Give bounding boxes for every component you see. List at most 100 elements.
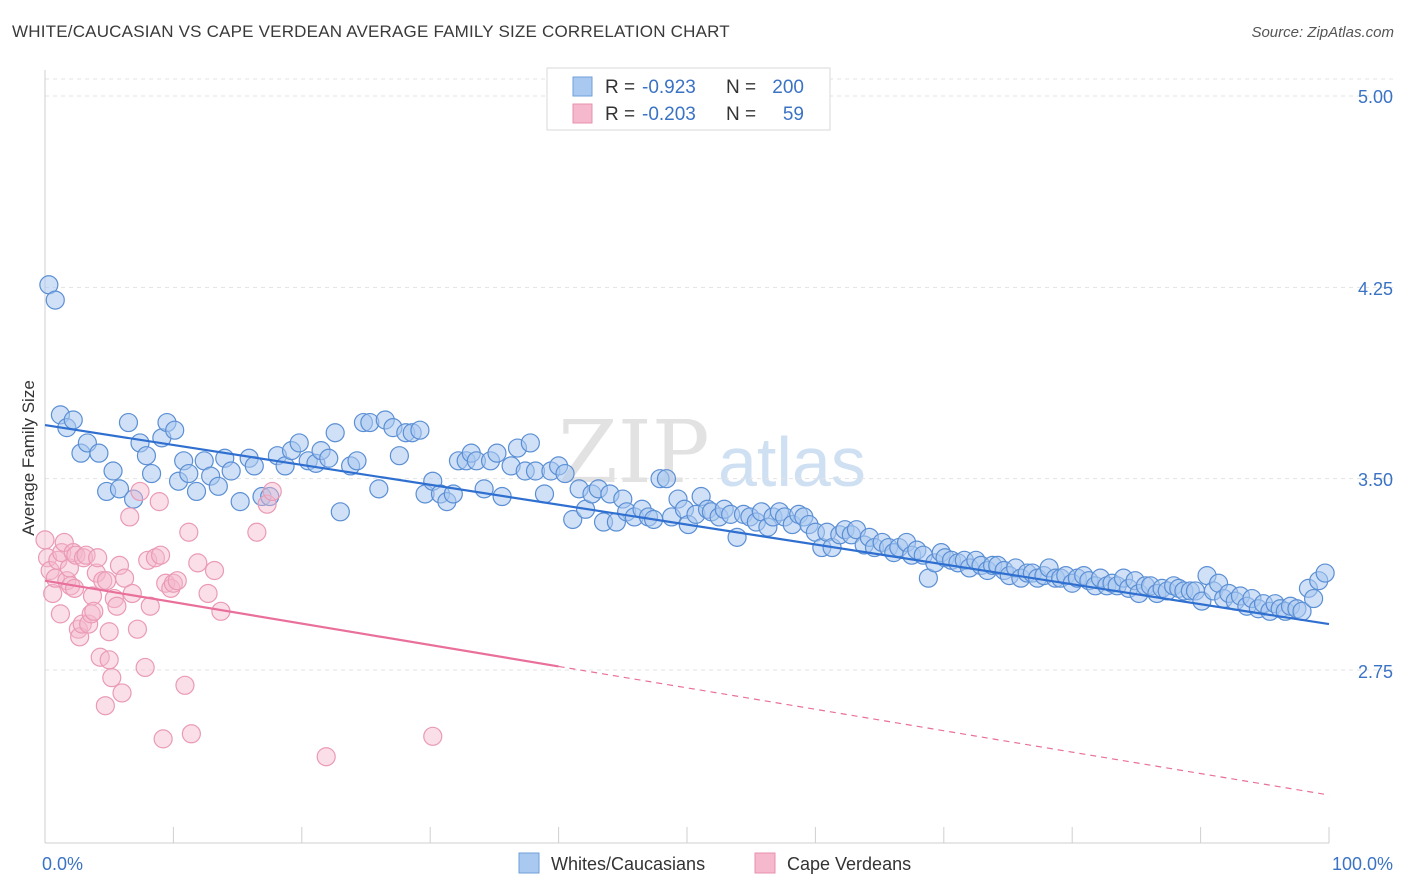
legend-r-value-2: -0.203 xyxy=(642,104,696,125)
data-point-whites xyxy=(347,451,367,471)
data-point-whites xyxy=(103,461,123,481)
legend-n-value-2: 59 xyxy=(783,104,804,125)
data-point-cape-verdeans xyxy=(149,492,169,512)
data-point-whites xyxy=(63,410,83,430)
data-point-whites xyxy=(330,502,350,522)
data-point-cape-verdeans xyxy=(153,729,173,749)
bottom-legend-swatch-whites xyxy=(518,852,540,874)
bottom-legend-label-whites: Whites/Caucasians xyxy=(551,854,705,874)
data-point-whites xyxy=(369,479,389,499)
legend-n-value-1: 200 xyxy=(772,77,804,98)
data-point-cape-verdeans xyxy=(73,548,94,568)
trend-line-cape-verdeans xyxy=(44,579,559,668)
chart-title: WHITE/CAUCASIAN VS CAPE VERDEAN AVERAGE … xyxy=(12,22,730,41)
data-point-cape-verdeans xyxy=(97,571,117,591)
data-point-whites xyxy=(221,461,241,481)
data-point-whites xyxy=(230,492,250,512)
data-point-whites xyxy=(109,479,130,499)
data-point-cape-verdeans xyxy=(112,683,132,703)
data-point-cape-verdeans xyxy=(68,619,88,639)
legend-swatch-blue xyxy=(572,76,593,97)
data-point-whites xyxy=(208,476,228,496)
data-point-whites xyxy=(118,412,139,433)
data-point-cape-verdeans xyxy=(316,747,336,767)
data-point-cape-verdeans xyxy=(167,571,187,591)
data-point-cape-verdeans xyxy=(204,560,225,581)
legend-n-label-1: N = xyxy=(726,77,756,98)
series-whites-points xyxy=(39,275,1335,621)
data-point-cape-verdeans xyxy=(423,726,443,746)
y-tick-label: 4.25 xyxy=(1358,279,1393,299)
data-point-cape-verdeans xyxy=(138,550,158,570)
watermark-atlas: atlas xyxy=(718,423,866,501)
x-tick-label-max: 100.0% xyxy=(1332,854,1393,874)
y-tick-label: 2.75 xyxy=(1358,662,1393,682)
data-point-cape-verdeans xyxy=(135,657,155,678)
data-point-whites xyxy=(186,481,207,502)
data-point-cape-verdeans xyxy=(64,578,85,598)
data-point-whites xyxy=(1315,563,1335,583)
data-point-cape-verdeans xyxy=(175,675,195,695)
bottom-legend-swatch-cape-verdeans xyxy=(754,852,776,874)
data-point-cape-verdeans xyxy=(262,481,282,502)
data-point-cape-verdeans xyxy=(43,583,63,604)
data-point-whites xyxy=(389,446,409,466)
data-point-cape-verdeans xyxy=(95,696,115,716)
data-point-cape-verdeans xyxy=(257,494,277,514)
axes xyxy=(44,70,1330,844)
data-point-cape-verdeans xyxy=(188,553,208,573)
data-point-cape-verdeans xyxy=(156,573,176,593)
data-point-cape-verdeans xyxy=(102,668,122,688)
series-legend: Whites/Caucasians Cape Verdeans xyxy=(518,852,911,874)
bottom-legend-label-cape-verdeans: Cape Verdeans xyxy=(787,854,911,874)
x-tick-label-min: 0.0% xyxy=(42,854,83,874)
data-point-whites xyxy=(520,433,540,453)
trend-line-cape-verdeans-extrapolated xyxy=(558,665,1330,796)
y-tick-label: 3.50 xyxy=(1358,470,1393,490)
data-point-cape-verdeans xyxy=(120,507,140,527)
data-point-cape-verdeans xyxy=(88,548,108,568)
data-point-cape-verdeans xyxy=(109,555,130,576)
data-point-cape-verdeans xyxy=(99,622,119,642)
series-cape-verdeans-points xyxy=(35,481,443,767)
data-point-whites xyxy=(1303,588,1324,609)
legend-n-label-2: N = xyxy=(726,104,756,125)
data-point-whites xyxy=(123,489,144,509)
data-point-whites xyxy=(319,448,339,468)
source-label: Source: ZipAtlas.com xyxy=(1251,24,1394,41)
trend-line-whites xyxy=(44,424,1330,626)
data-point-cape-verdeans xyxy=(145,548,166,568)
data-point-whites xyxy=(289,433,309,453)
trend-lines xyxy=(44,424,1330,796)
y-axis-label: Average Family Size xyxy=(19,380,38,536)
data-point-cape-verdeans xyxy=(35,530,55,550)
data-point-whites xyxy=(179,463,199,484)
data-point-cape-verdeans xyxy=(115,568,135,588)
data-point-cape-verdeans xyxy=(84,601,104,621)
data-point-whites xyxy=(89,443,109,463)
data-point-whites xyxy=(534,484,555,504)
data-point-cape-verdeans xyxy=(82,586,103,606)
legend-r-value-1: -0.923 xyxy=(642,77,696,98)
data-point-cape-verdeans xyxy=(181,724,201,744)
data-point-whites xyxy=(136,446,157,466)
data-point-cape-verdeans xyxy=(107,596,127,616)
data-point-cape-verdeans xyxy=(127,619,148,639)
data-point-cape-verdeans xyxy=(50,604,71,624)
legend-swatch-pink xyxy=(572,103,593,124)
data-point-cape-verdeans xyxy=(86,563,106,583)
data-point-whites xyxy=(165,420,185,440)
data-point-whites xyxy=(555,463,575,484)
legend-r-label-2: R = xyxy=(605,104,635,125)
data-point-cape-verdeans xyxy=(66,545,86,565)
stats-legend: R = -0.923 N = 200 R = -0.203 N = 59 xyxy=(546,67,831,131)
data-point-cape-verdeans xyxy=(247,522,267,542)
y-tick-label: 5.00 xyxy=(1358,87,1393,107)
data-point-whites xyxy=(260,486,280,507)
data-point-cape-verdeans xyxy=(99,650,119,670)
data-point-whites xyxy=(45,290,65,310)
data-point-cape-verdeans xyxy=(161,578,181,598)
data-point-cape-verdeans xyxy=(150,545,171,565)
data-point-cape-verdeans xyxy=(76,545,96,565)
